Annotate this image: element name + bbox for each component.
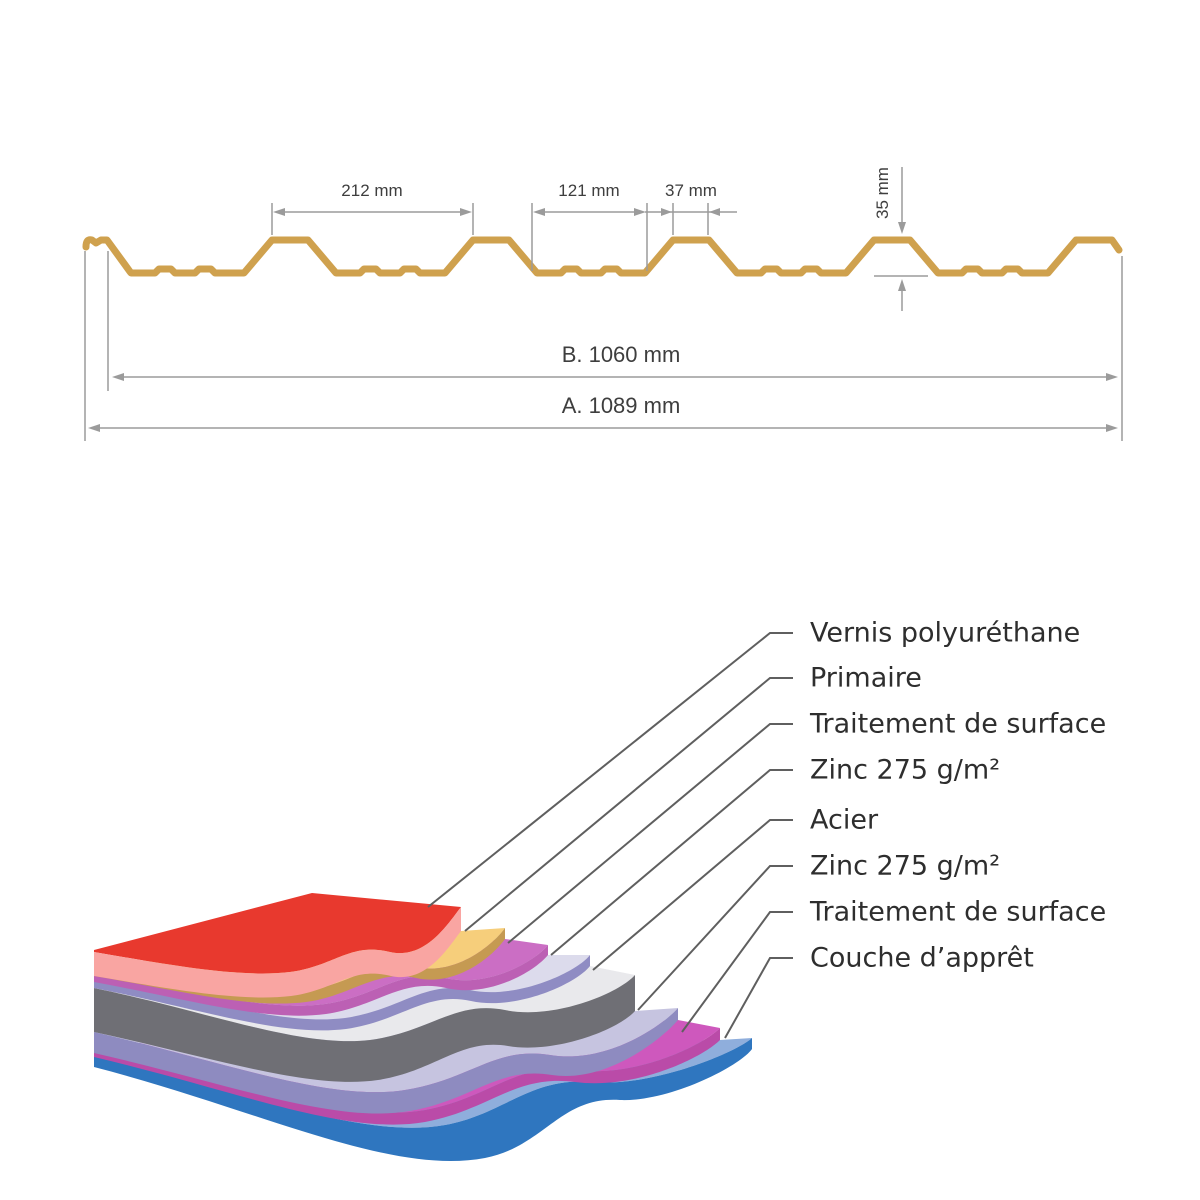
layer-zinc1-edge [94, 955, 590, 1031]
rib-top-dimension-label: 37 mm [665, 181, 717, 200]
rib-pitch-dimension-label: 212 mm [341, 181, 402, 200]
label-traitement2: Traitement de surface [809, 897, 1106, 928]
label-zinc2: Zinc 275 g/m² [810, 851, 1000, 882]
arrowhead [661, 208, 672, 216]
layer-vernis-top [94, 893, 461, 974]
sheet-profile-path [82, 236, 1123, 277]
label-couche-apprêt: Couche d’apprêt [810, 943, 1034, 974]
coating-layers-illustration [94, 893, 752, 1162]
layer-zinc2-edge [94, 1008, 678, 1114]
label-zinc1: Zinc 275 g/m² [810, 755, 1000, 786]
layer-labels: Vernis polyuréthane Primaire Traitement … [809, 618, 1106, 974]
arrowhead [634, 208, 646, 216]
leader-line-traitement2 [681, 911, 793, 1033]
label-primaire: Primaire [810, 663, 922, 694]
overall-width-dimension-label: A. 1089 mm [562, 393, 681, 418]
leader-line-vernis [427, 632, 793, 908]
leader-lines [427, 632, 793, 1039]
label-vernis: Vernis polyuréthane [810, 618, 1080, 649]
profile-cross-section [82, 236, 1123, 277]
layer-traitement1-edge [94, 945, 548, 1016]
arrowhead [273, 208, 285, 216]
leader-line-couche-apprêt [724, 957, 793, 1039]
arrowhead [112, 373, 124, 381]
layer-acier-edge [94, 975, 635, 1082]
layer-traitement2-edge [94, 1028, 720, 1125]
leader-line-acier [592, 819, 793, 971]
label-traitement1: Traitement de surface [809, 709, 1106, 740]
dimension-annotations: 212 mm 121 mm 37 mm 35 mm B. 1060 mm A. … [84, 167, 1123, 441]
arrowhead [898, 279, 906, 291]
leader-line-zinc2 [637, 865, 793, 1011]
label-acier: Acier [810, 805, 879, 836]
leader-line-primaire [464, 677, 793, 932]
layer-vernis-edge [94, 907, 461, 998]
arrowhead [1106, 373, 1118, 381]
valley-width-dimension-label: 121 mm [558, 181, 619, 200]
leader-line-zinc1 [550, 769, 793, 956]
arrowhead [533, 208, 545, 216]
arrowhead [460, 208, 472, 216]
cover-width-dimension-label: B. 1060 mm [562, 342, 681, 367]
layer-couche-apprêt-edge [94, 1038, 752, 1162]
arrowhead [1106, 424, 1118, 432]
arrowhead [709, 208, 720, 216]
leader-line-traitement1 [507, 723, 793, 944]
arrowhead [898, 222, 906, 234]
profile-height-dimension-label: 35 mm [873, 167, 892, 219]
arrowhead [88, 424, 100, 432]
